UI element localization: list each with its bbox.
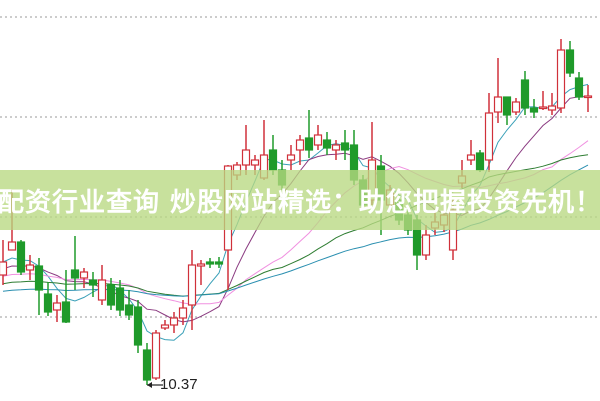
candle-down: [88, 279, 98, 286]
promo-banner: 配资行业查询 炒股网站精选：助您把握投资先机！: [0, 170, 600, 230]
candle-up: [556, 49, 566, 109]
candle-up: [7, 241, 17, 251]
candle-down: [43, 293, 53, 313]
candle-up: [187, 264, 197, 306]
low-price-label: 10.37: [160, 376, 198, 393]
candle-down: [16, 241, 26, 273]
candle-down: [205, 261, 215, 265]
candle-up: [169, 317, 179, 326]
candle-down: [304, 137, 314, 151]
candle-up: [0, 261, 8, 276]
candle-up: [79, 271, 89, 279]
candle-up: [421, 234, 431, 256]
candle-up: [52, 302, 62, 311]
candle-up: [466, 154, 476, 161]
candle-up: [241, 149, 251, 166]
candle-down: [70, 269, 80, 279]
candle-up: [547, 105, 557, 111]
candle-down: [106, 284, 116, 306]
candle-up: [511, 101, 521, 113]
candle-down: [133, 306, 143, 346]
candle-up: [151, 332, 161, 379]
candle-down: [214, 261, 224, 265]
candle-up: [295, 139, 305, 151]
candle-up: [583, 95, 593, 99]
candle-down: [34, 265, 44, 291]
candle-down: [268, 149, 278, 171]
candle-down: [565, 49, 575, 74]
candle-down: [529, 107, 539, 113]
candle-down: [322, 139, 332, 149]
candle-down: [520, 79, 530, 109]
candle-up: [160, 324, 170, 329]
candle-down: [61, 301, 71, 323]
candle-down: [142, 349, 152, 381]
candle-down: [115, 287, 125, 311]
candle-down: [475, 152, 485, 171]
candle-down: [340, 142, 350, 151]
candle-up: [178, 307, 188, 319]
arrow-head-icon: [147, 382, 152, 388]
candle-up: [196, 263, 206, 267]
banner-text: 配资行业查询 炒股网站精选：助您把握投资先机！: [0, 187, 600, 218]
candle-up: [538, 106, 548, 110]
candle-up: [25, 264, 35, 271]
candle-up: [331, 144, 341, 151]
candle-down: [502, 96, 512, 116]
candle-up: [493, 96, 503, 113]
candle-up: [286, 154, 296, 161]
candle-up: [313, 134, 323, 146]
candle-up: [250, 159, 260, 166]
candle-up: [484, 112, 494, 161]
candle-down: [574, 77, 584, 98]
candle-up: [97, 279, 107, 301]
candle-down: [124, 304, 134, 316]
